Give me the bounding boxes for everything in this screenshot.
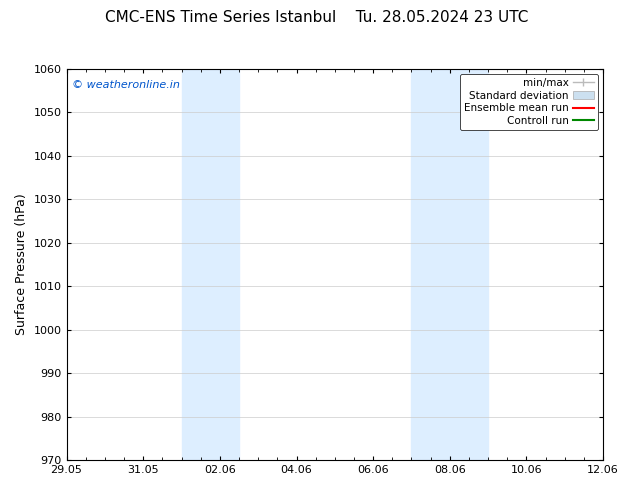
Bar	[181, 69, 239, 460]
Y-axis label: Surface Pressure (hPa): Surface Pressure (hPa)	[15, 194, 28, 335]
Legend: min/max, Standard deviation, Ensemble mean run, Controll run: min/max, Standard deviation, Ensemble me…	[460, 74, 598, 130]
Bar	[411, 69, 488, 460]
Text: CMC-ENS Time Series Istanbul    Tu. 28.05.2024 23 UTC: CMC-ENS Time Series Istanbul Tu. 28.05.2…	[105, 10, 529, 25]
Text: © weatheronline.in: © weatheronline.in	[72, 80, 180, 90]
